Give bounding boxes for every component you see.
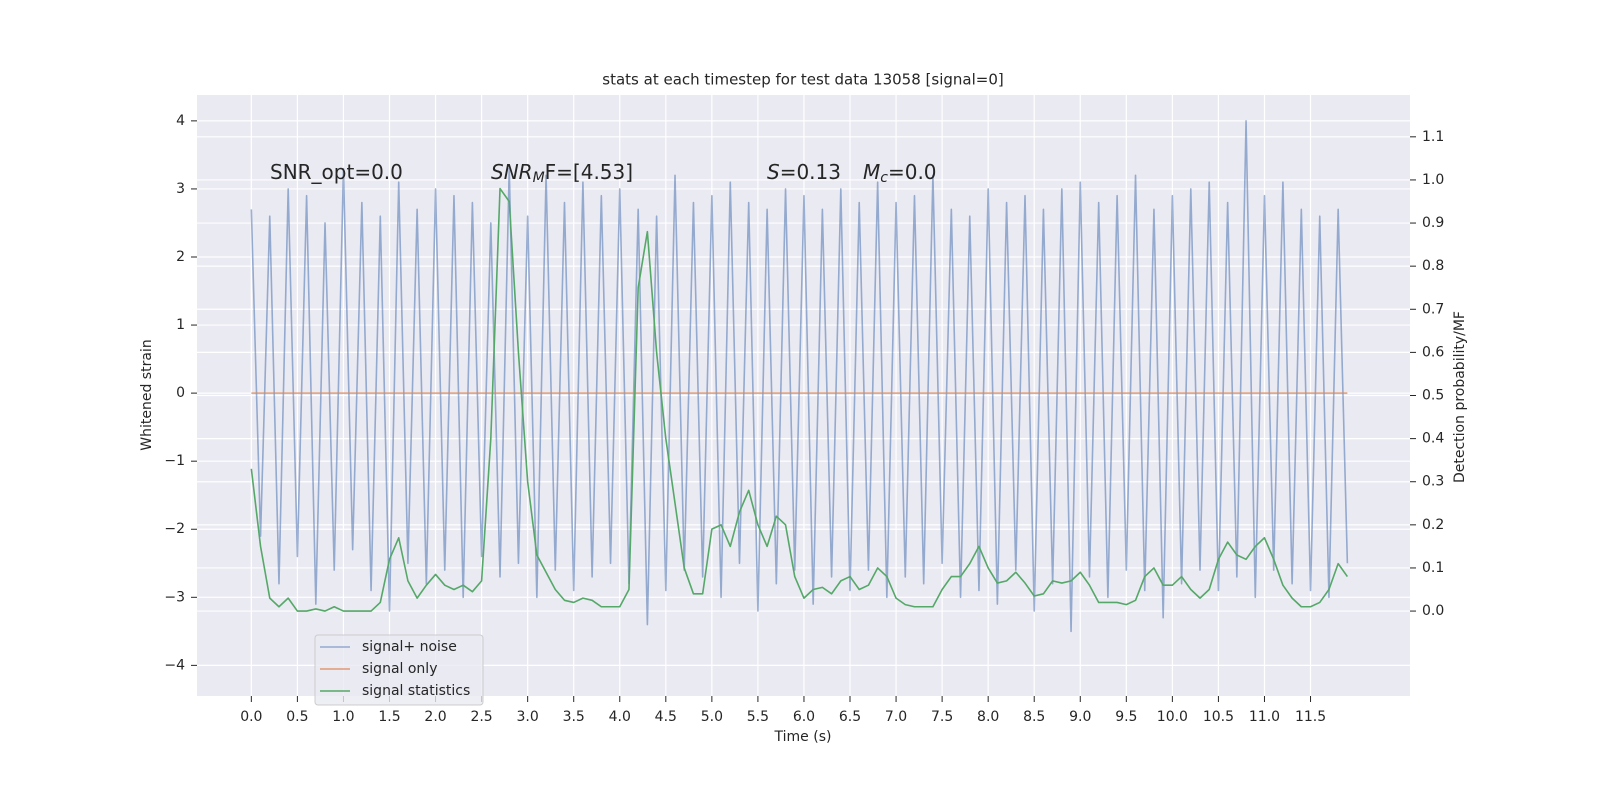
series-line (250, 120, 1349, 633)
y2-tick-label: 0.7 (1422, 301, 1444, 317)
x-tick-label: 5.0 (701, 709, 723, 725)
y-tick-label: −4 (164, 657, 185, 673)
y-tick-label: 3 (176, 181, 185, 197)
legend-label: signal+ noise (362, 639, 457, 655)
annotation-part: S (767, 160, 780, 184)
x-tick-label: 1.0 (332, 709, 354, 725)
annotation-part: F=[4.53] (545, 160, 633, 184)
y2-tick-label: 0.6 (1422, 344, 1444, 360)
y-tick-label: −3 (164, 589, 185, 605)
x-tick-label: 1.5 (378, 709, 400, 725)
x-tick-label: 11.0 (1249, 709, 1280, 725)
y-tick-label: 4 (176, 113, 185, 129)
y2-tick-label: 1.0 (1422, 172, 1444, 188)
x-tick-label: 10.5 (1203, 709, 1234, 725)
x-tick-label: 8.5 (1023, 709, 1045, 725)
annotation: SNRMF=[4.53] (491, 160, 633, 187)
y2-tick-label: 0.8 (1422, 258, 1444, 274)
y-tick-label: 2 (176, 249, 185, 265)
x-tick-label: 7.5 (931, 709, 953, 725)
series-line (250, 187, 1349, 612)
legend-label: signal statistics (362, 683, 470, 699)
y-tick-label: 0 (176, 385, 185, 401)
x-tick-label: 7.0 (885, 709, 907, 725)
x-tick-label: 0.5 (286, 709, 308, 725)
y2-tick-label: 1.1 (1422, 129, 1444, 145)
annotation-part: =0.0 (888, 160, 937, 184)
annotation-part: M (863, 160, 880, 184)
y-tick-label: 1 (176, 317, 185, 333)
annotation: S=0.13 Mc=0.0 (767, 160, 937, 187)
y2-axis-label: Detection probability/MF (1452, 311, 1468, 483)
x-tick-label: 3.0 (517, 709, 539, 725)
x-tick-label: 6.5 (839, 709, 861, 725)
annotation-part: =0.13 (780, 160, 841, 184)
y-axis-label: Whitened strain (139, 339, 155, 450)
y-tick-label: −1 (164, 453, 185, 469)
x-tick-label: 0.0 (240, 709, 262, 725)
x-tick-label: 11.5 (1295, 709, 1326, 725)
x-tick-label: 4.5 (655, 709, 677, 725)
x-tick-label: 3.5 (563, 709, 585, 725)
y2-tick-label: 0.5 (1422, 388, 1444, 404)
annotation-part: M (533, 170, 545, 186)
x-tick-label: 2.0 (424, 709, 446, 725)
legend-box (314, 634, 484, 706)
annotation-part: c (880, 170, 888, 186)
y2-tick-label: 0.4 (1422, 431, 1444, 447)
legend-label: signal only (362, 661, 437, 677)
x-axis-label: Time (s) (774, 729, 832, 745)
y2-tick-label: 0.9 (1422, 215, 1444, 231)
y2-tick-label: 0.1 (1422, 560, 1444, 576)
annotation: SNR_opt=0.0 (270, 160, 403, 184)
annotation-part: SNR_opt=0.0 (270, 160, 403, 184)
x-tick-label: 9.0 (1069, 709, 1091, 725)
x-tick-label: 2.5 (470, 709, 492, 725)
y2-tick-label: 0.3 (1422, 474, 1444, 490)
x-tick-label: 4.0 (609, 709, 631, 725)
y2-tick-label: 0.2 (1422, 517, 1444, 533)
x-tick-label: 5.5 (747, 709, 769, 725)
x-tick-label: 9.5 (1115, 709, 1137, 725)
y-tick-label: −2 (164, 521, 185, 537)
chart-title: stats at each timestep for test data 130… (602, 71, 1003, 89)
x-tick-label: 10.0 (1157, 709, 1188, 725)
y2-tick-label: 0.0 (1422, 603, 1444, 619)
x-tick-label: 6.0 (793, 709, 815, 725)
annotation-part: SNR (491, 160, 533, 184)
x-tick-label: 8.0 (977, 709, 999, 725)
